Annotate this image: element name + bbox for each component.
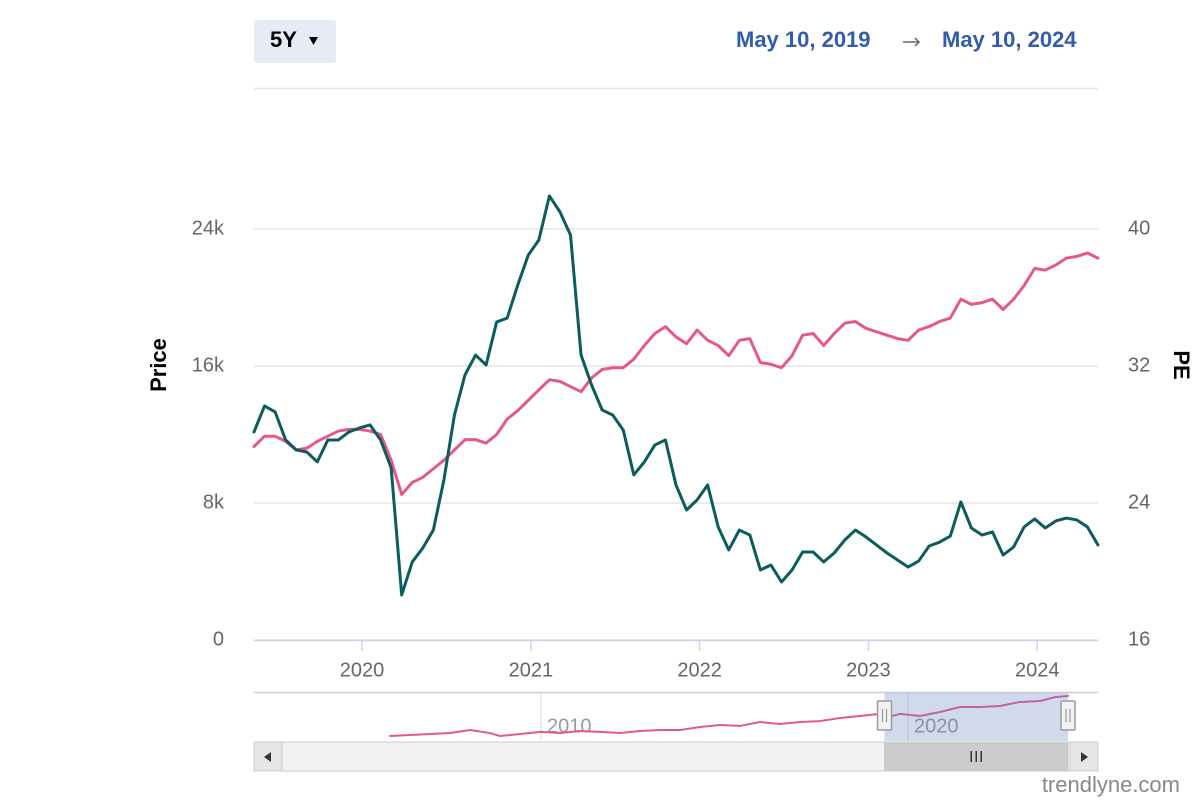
navigator-tick-label: 2010 — [547, 715, 592, 737]
x-tick-label: 2022 — [677, 659, 722, 681]
range-arrow — [903, 37, 921, 47]
y2-tick-label: 16 — [1128, 628, 1150, 650]
navigator-tick-label: 2020 — [914, 715, 959, 737]
date-from[interactable]: May 10, 2019 — [736, 27, 871, 52]
x-tick-label: 2021 — [509, 659, 554, 681]
navigator-line — [389, 694, 1069, 737]
y2-tick-label: 40 — [1128, 217, 1150, 239]
y-tick-label: 0 — [213, 628, 224, 650]
dropdown-icon[interactable] — [309, 37, 318, 45]
navigator: 2010 2020 — [254, 691, 1098, 741]
date-to[interactable]: May 10, 2024 — [942, 27, 1077, 52]
scroll-right-arrow — [1081, 752, 1088, 762]
x-tick-label: 2024 — [1015, 659, 1060, 681]
y2-tick-label: 24 — [1128, 491, 1150, 513]
range-button-label[interactable]: 5Y — [270, 27, 297, 52]
watermark: trendlyne.com — [1042, 772, 1180, 797]
y-tick-label: 16k — [192, 354, 225, 376]
series-line — [252, 194, 1100, 597]
y2-tick-label: 32 — [1128, 354, 1150, 376]
x-tick-label: 2020 — [340, 659, 385, 681]
y-tick-label: 24k — [192, 217, 225, 239]
navigator-mask — [884, 693, 1068, 741]
scroll-left-arrow — [264, 752, 271, 762]
y-tick-label: 8k — [203, 491, 225, 513]
navigator-handle[interactable] — [1060, 700, 1076, 731]
x-tick-label: 2023 — [846, 659, 891, 681]
navigator-handle[interactable] — [876, 700, 893, 731]
series-lines — [252, 194, 1100, 597]
y-axis-title: Price — [146, 338, 171, 392]
series-line — [252, 251, 1100, 496]
range-button[interactable] — [254, 20, 336, 63]
scrollbar — [253, 741, 1099, 772]
y2-axis-title: PE — [1169, 350, 1194, 379]
